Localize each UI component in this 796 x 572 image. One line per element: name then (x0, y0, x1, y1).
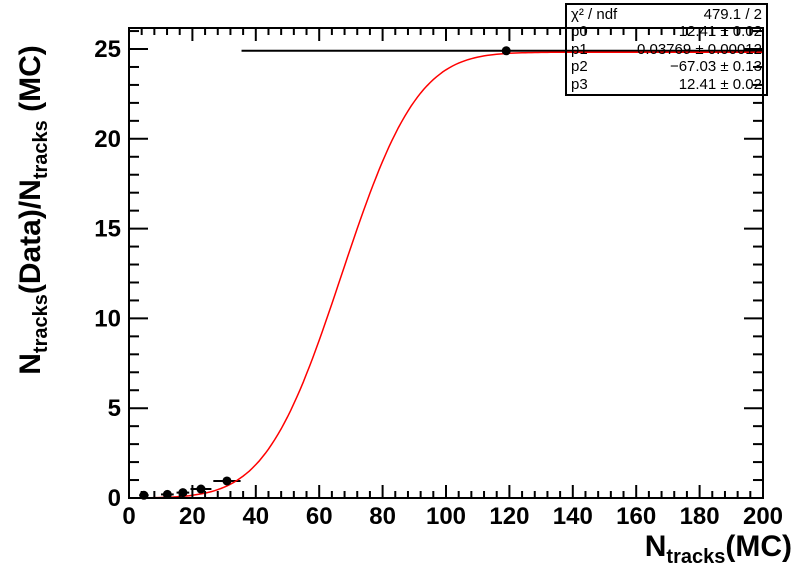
stats-p1-value: 0.03769 ± 0.00012 (636, 40, 762, 58)
stats-p2-value: −67.03 ± 0.13 (669, 58, 762, 76)
x-tick-label: 40 (242, 503, 269, 530)
plot-frame (128, 27, 764, 499)
fit-stats-box: χ² / ndf 479.1 / 2 p0 12.41 ± 0.02 p1 0.… (565, 3, 768, 96)
x-tick-label: 80 (369, 503, 396, 530)
stats-chi2-label: χ² / ndf (571, 6, 618, 23)
x-tick-label: 60 (306, 503, 333, 530)
x-tick-label: 140 (553, 503, 593, 530)
y-tick-label: 15 (94, 216, 121, 243)
stats-p3-value: 12.41 ± 0.02 (678, 75, 762, 93)
y-tick-label: 20 (94, 126, 121, 153)
x-tick-label: 100 (426, 503, 466, 530)
x-tick-label: 20 (179, 503, 206, 530)
stats-p0-label: p0 (571, 23, 588, 41)
y-axis-title: Ntracks(Data)/Ntracks (MC) (14, 45, 52, 375)
stats-chi2-value: 479.1 / 2 (703, 6, 762, 23)
data-point-marker (501, 46, 511, 56)
stats-row-p2: p2 −67.03 ± 0.13 (571, 58, 762, 75)
y-tick-label: 0 (108, 485, 121, 512)
x-tick-label: 200 (743, 503, 783, 530)
data-point-marker (222, 476, 232, 486)
y-tick-label: 25 (94, 36, 121, 63)
stats-p0-value: 12.41 ± 0.02 (678, 23, 762, 41)
stats-row-chi2: χ² / ndf 479.1 / 2 (571, 6, 762, 23)
stats-p3-label: p3 (571, 75, 588, 93)
x-tick-label: 120 (489, 503, 529, 530)
x-axis-title: Ntracks(MC) (645, 530, 792, 568)
x-tick-label: 180 (680, 503, 720, 530)
stats-p1-label: p1 (571, 40, 588, 58)
y-tick-label: 5 (108, 395, 121, 422)
y-tick-label: 10 (94, 305, 121, 332)
stats-row-p3: p3 12.41 ± 0.02 (571, 76, 762, 93)
stats-row-p1: p1 0.03769 ± 0.00012 (571, 41, 762, 58)
stats-p2-label: p2 (571, 58, 588, 76)
fit-curve (129, 51, 763, 499)
x-tick-label: 160 (616, 503, 656, 530)
stats-row-p0: p0 12.41 ± 0.02 (571, 23, 762, 40)
data-point-marker (196, 484, 206, 494)
x-tick-label: 0 (122, 503, 135, 530)
